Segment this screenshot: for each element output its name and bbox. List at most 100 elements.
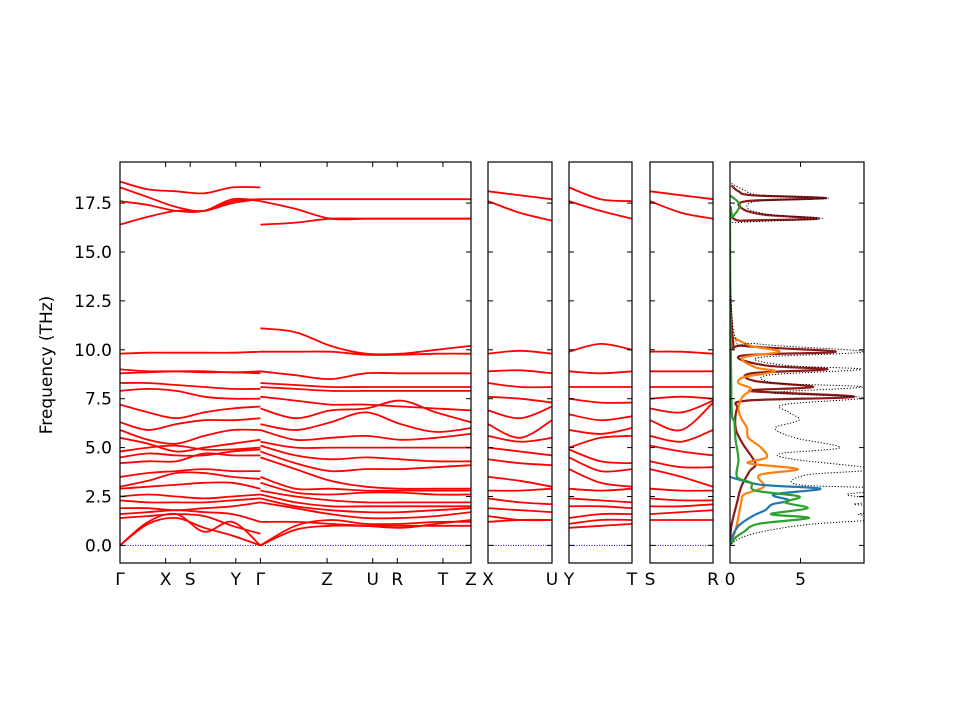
band-line-XU-s0-b2: [488, 349, 552, 355]
band-line-main-s0-b22: [120, 509, 261, 523]
x-tick-label: Γ: [115, 570, 125, 590]
band-line-XU-s0-b0: [488, 190, 552, 201]
dos-curve-2: [730, 475, 822, 546]
band-line-XU-s0-b9: [488, 446, 552, 457]
band-line-XU-s0-b10: [488, 458, 552, 467]
band-line-XU-s0-b11: [488, 476, 552, 488]
x-tick-label: X: [482, 570, 494, 590]
panel-XU-plot: [488, 190, 552, 546]
band-line-main-s1-b5: [260, 370, 471, 381]
band-line-main-s0-b21: [120, 501, 261, 512]
y-tick-label: 0.0: [85, 536, 112, 556]
band-line-main-s1-b1: [260, 200, 471, 221]
band-line-main-s0-b0: [120, 180, 261, 195]
y-tick-label: 17.5: [74, 194, 112, 214]
band-line-main-s0-b12: [120, 436, 261, 453]
band-line-XU-s0-b5: [488, 395, 552, 404]
y-tick-label: 7.5: [85, 390, 112, 410]
band-line-main-s0-b19: [120, 493, 261, 500]
band-line-main-s1-b11: [260, 429, 471, 442]
panel-SR-plot: [650, 190, 713, 546]
x-tick-label: T: [437, 570, 449, 590]
band-line-YT-s0-b3: [569, 370, 632, 375]
x-tick-label: Y: [563, 570, 575, 590]
band-line-SR-s0-b11: [650, 468, 713, 488]
y-axis-label: Frequency (THz): [37, 296, 57, 435]
dos-curve-3: [730, 194, 811, 547]
band-line-SR-s0-b1: [650, 200, 713, 220]
panel-YT-plot: [569, 186, 632, 546]
y-tick-label: 10.0: [74, 341, 112, 361]
band-line-YT-s0-b5: [569, 397, 632, 404]
band-line-main-s1-b19: [260, 493, 471, 508]
x-tick-label: U: [366, 570, 378, 590]
band-line-main-s1-b16: [260, 476, 471, 492]
band-line-XU-s0-b16: [488, 518, 552, 523]
band-line-SR-s0-b5: [650, 395, 713, 400]
panel-dos-plot: [730, 183, 864, 547]
x-tick-label: Z: [465, 570, 477, 590]
band-line-main-s0-b25: [120, 516, 261, 547]
panel-main-frame: [119, 161, 472, 564]
band-line-main-s1-b6: [260, 382, 471, 389]
band-line-SR-s0-b14: [650, 503, 713, 508]
band-line-YT-s0-b17: [569, 523, 632, 529]
band-line-YT-s0-b13: [569, 497, 632, 504]
band-line-YT-s0-b2: [569, 342, 632, 353]
band-line-main-s1-b20: [260, 497, 471, 514]
x-tick-label: X: [160, 570, 172, 590]
band-line-YT-s0-b6: [569, 413, 632, 422]
band-line-XU-s0-b1: [488, 200, 552, 222]
x-tick-label: Y: [230, 570, 242, 590]
band-line-main-s0-b20: [120, 497, 261, 504]
band-line-YT-s0-b15: [569, 512, 632, 519]
band-line-XU-s0-b3: [488, 369, 552, 375]
band-line-main-s1-b8: [260, 395, 471, 412]
band-line-main-s0-b4: [120, 350, 261, 355]
band-line-main-s0-b11: [120, 428, 261, 445]
band-line-YT-s0-b0: [569, 186, 632, 202]
band-line-main-s0-b6: [120, 370, 261, 375]
x-tick-label: 5: [795, 570, 806, 590]
band-line-YT-s0-b11: [569, 468, 632, 488]
band-line-main-s1-b15: [260, 456, 471, 490]
band-line-main-s0-b10: [120, 417, 261, 431]
x-tick-label: T: [626, 570, 638, 590]
x-tick-label: 0: [725, 570, 736, 590]
x-tick-label: S: [645, 570, 656, 590]
band-line-XU-s0-b8: [488, 435, 552, 443]
band-line-main-s0-b18: [120, 481, 261, 490]
band-line-main-s1-b24: [260, 524, 471, 547]
band-line-main-s1-b9: [260, 399, 471, 424]
panel-main-plot: [120, 180, 471, 547]
panel-YT-frame: [568, 161, 633, 564]
band-line-main-s0-b7: [120, 381, 261, 390]
band-line-SR-s0-b13: [650, 497, 713, 502]
band-line-XU-s0-b4: [488, 382, 552, 389]
band-line-SR-s0-b7: [650, 401, 713, 432]
band-line-YT-s0-b10: [569, 456, 632, 473]
x-tick-label: Z: [321, 570, 333, 590]
band-line-SR-s0-b2: [650, 350, 713, 355]
band-line-main-s0-b24: [120, 512, 262, 547]
band-line-YT-s0-b12: [569, 487, 632, 492]
dos-curve-0: [730, 184, 856, 546]
band-line-main-s1-b23: [259, 519, 471, 547]
band-line-YT-s0-b14: [569, 505, 632, 510]
y-tick-label: 2.5: [85, 487, 112, 507]
band-line-main-s1-b18: [260, 489, 471, 504]
band-line-XU-s0-b6: [488, 405, 552, 420]
band-line-main-s0-b23: [120, 513, 261, 535]
band-line-SR-s0-b9: [650, 444, 713, 457]
band-line-main-s1-b3: [260, 327, 471, 356]
band-line-main-s1-b13: [260, 444, 471, 463]
panel-SR-frame: [649, 161, 714, 564]
band-line-main-s1-b10: [260, 411, 471, 433]
band-line-SR-s0-b8: [650, 429, 713, 443]
band-line-main-s0-b8: [120, 388, 261, 400]
band-line-XU-s0-b7: [488, 419, 552, 439]
band-line-SR-s0-b0: [650, 190, 713, 201]
x-tick-label: Γ: [256, 570, 266, 590]
band-line-main-s0-b17: [120, 471, 261, 488]
band-line-SR-s0-b6: [650, 399, 713, 414]
